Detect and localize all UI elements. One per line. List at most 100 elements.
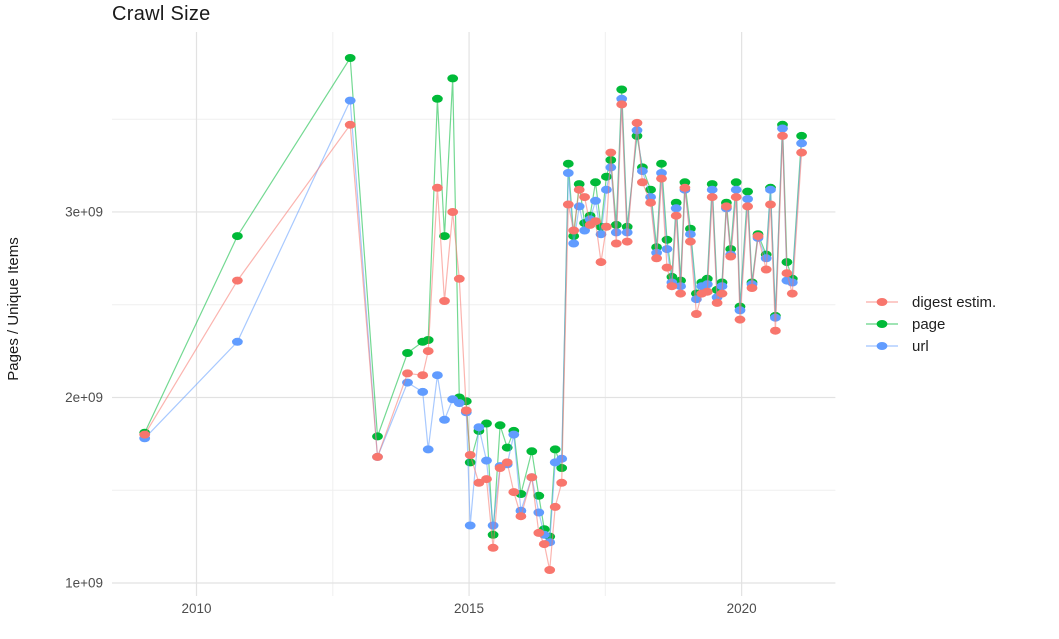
legend-key-icon — [866, 342, 898, 350]
data-point-digest-estim- — [556, 478, 568, 487]
data-point-digest-estim- — [447, 208, 459, 216]
data-point-url — [796, 139, 807, 148]
data-point-digest-estim- — [538, 540, 550, 549]
data-point-page — [439, 232, 450, 241]
legend-key-icon — [866, 298, 898, 306]
data-point-digest-estim- — [752, 232, 764, 241]
data-point-digest-estim- — [562, 200, 574, 209]
data-point-url — [656, 169, 667, 177]
data-point-page — [685, 224, 696, 233]
data-point-url — [453, 399, 465, 408]
data-point-url — [605, 163, 617, 172]
data-point-page — [487, 530, 499, 539]
data-point-digest-estim- — [716, 289, 728, 298]
legend-label: page — [912, 315, 946, 333]
data-point-page — [730, 178, 742, 187]
legend-key-icon — [866, 320, 898, 328]
data-point-digest-estim- — [746, 284, 758, 292]
data-point-page — [526, 447, 538, 456]
data-point-page — [562, 159, 574, 168]
data-point-digest-estim- — [533, 528, 545, 537]
data-point-url — [473, 423, 485, 432]
data-point-digest-estim- — [494, 464, 506, 472]
data-point-page — [601, 172, 612, 181]
data-point-url — [533, 508, 545, 517]
data-point-digest-estim- — [453, 274, 465, 283]
data-point-digest-estim- — [595, 258, 607, 267]
data-point-digest-estim- — [721, 202, 732, 211]
data-point-digest-estim- — [666, 282, 678, 291]
data-point-url — [595, 230, 607, 239]
data-point-url — [661, 245, 673, 254]
data-point-digest-estim- — [422, 347, 434, 356]
data-point-digest-estim- — [725, 252, 737, 261]
data-point-digest-estim- — [515, 512, 527, 521]
data-point-url — [422, 445, 434, 454]
data-point-page — [796, 131, 807, 140]
data-point-digest-estim- — [616, 100, 628, 109]
data-point-digest-estim- — [691, 310, 702, 318]
x-tick-label: 2020 — [727, 601, 757, 616]
data-point-digest-estim- — [460, 406, 472, 415]
data-point-digest-estim- — [675, 289, 686, 298]
data-point-digest-estim- — [786, 289, 798, 298]
data-point-url — [568, 239, 580, 248]
data-point-url — [706, 185, 718, 194]
data-point-digest-estim- — [781, 269, 793, 278]
data-point-digest-estim- — [637, 178, 648, 187]
legend-item-page: page — [866, 313, 996, 335]
data-point-url — [777, 124, 788, 133]
data-point-page — [232, 232, 243, 241]
series-line-url — [144, 98, 803, 544]
data-point-digest-estim- — [344, 120, 356, 129]
data-point-page — [661, 235, 673, 244]
data-point-url — [670, 204, 682, 213]
data-point-digest-estim- — [544, 566, 556, 574]
data-point-digest-estim- — [711, 298, 723, 307]
data-point-digest-estim- — [573, 185, 585, 194]
data-point-page — [573, 180, 585, 189]
data-point-digest-estim- — [656, 174, 667, 183]
data-point-page — [549, 445, 561, 454]
data-point-digest-estim- — [610, 239, 622, 248]
data-point-page — [447, 74, 459, 83]
data-point-digest-estim- — [645, 198, 656, 207]
data-point-url — [637, 167, 648, 176]
legend: digest estim. page url — [866, 291, 996, 357]
data-point-digest-estim- — [701, 287, 713, 296]
data-point-digest-estim- — [473, 478, 485, 487]
data-point-page — [494, 421, 506, 430]
legend-label: url — [912, 337, 929, 355]
data-point-digest-estim- — [501, 458, 513, 467]
data-point-url — [481, 456, 492, 465]
data-point-url — [464, 521, 476, 530]
data-point-url — [590, 196, 601, 205]
data-point-digest-estim- — [487, 543, 499, 552]
y-tick-label: 3e+09 — [65, 204, 103, 219]
data-point-page — [656, 159, 667, 168]
data-point-page — [616, 85, 628, 94]
data-point-digest-estim- — [232, 276, 243, 285]
data-point-digest-estim- — [685, 237, 696, 246]
legend-label: digest estim. — [912, 293, 997, 311]
data-point-url — [579, 226, 590, 235]
data-point-digest-estim- — [770, 326, 781, 335]
data-point-digest-estim- — [549, 502, 561, 511]
data-point-page — [344, 54, 356, 62]
data-point-digest-estim- — [621, 237, 633, 246]
data-point-digest-estim- — [706, 193, 718, 202]
data-point-digest-estim- — [760, 265, 772, 274]
data-point-digest-estim- — [661, 263, 673, 272]
x-tick-label: 2015 — [454, 601, 484, 616]
series-line-digest-estim- — [144, 104, 803, 571]
data-point-url — [691, 295, 702, 304]
chart-title: Crawl Size — [112, 3, 211, 25]
data-point-digest-estim- — [796, 148, 807, 157]
data-point-digest-estim- — [439, 297, 450, 305]
data-point-digest-estim- — [631, 118, 643, 127]
data-point-url — [765, 185, 776, 194]
data-point-digest-estim- — [734, 315, 746, 324]
data-point-page — [590, 178, 601, 187]
